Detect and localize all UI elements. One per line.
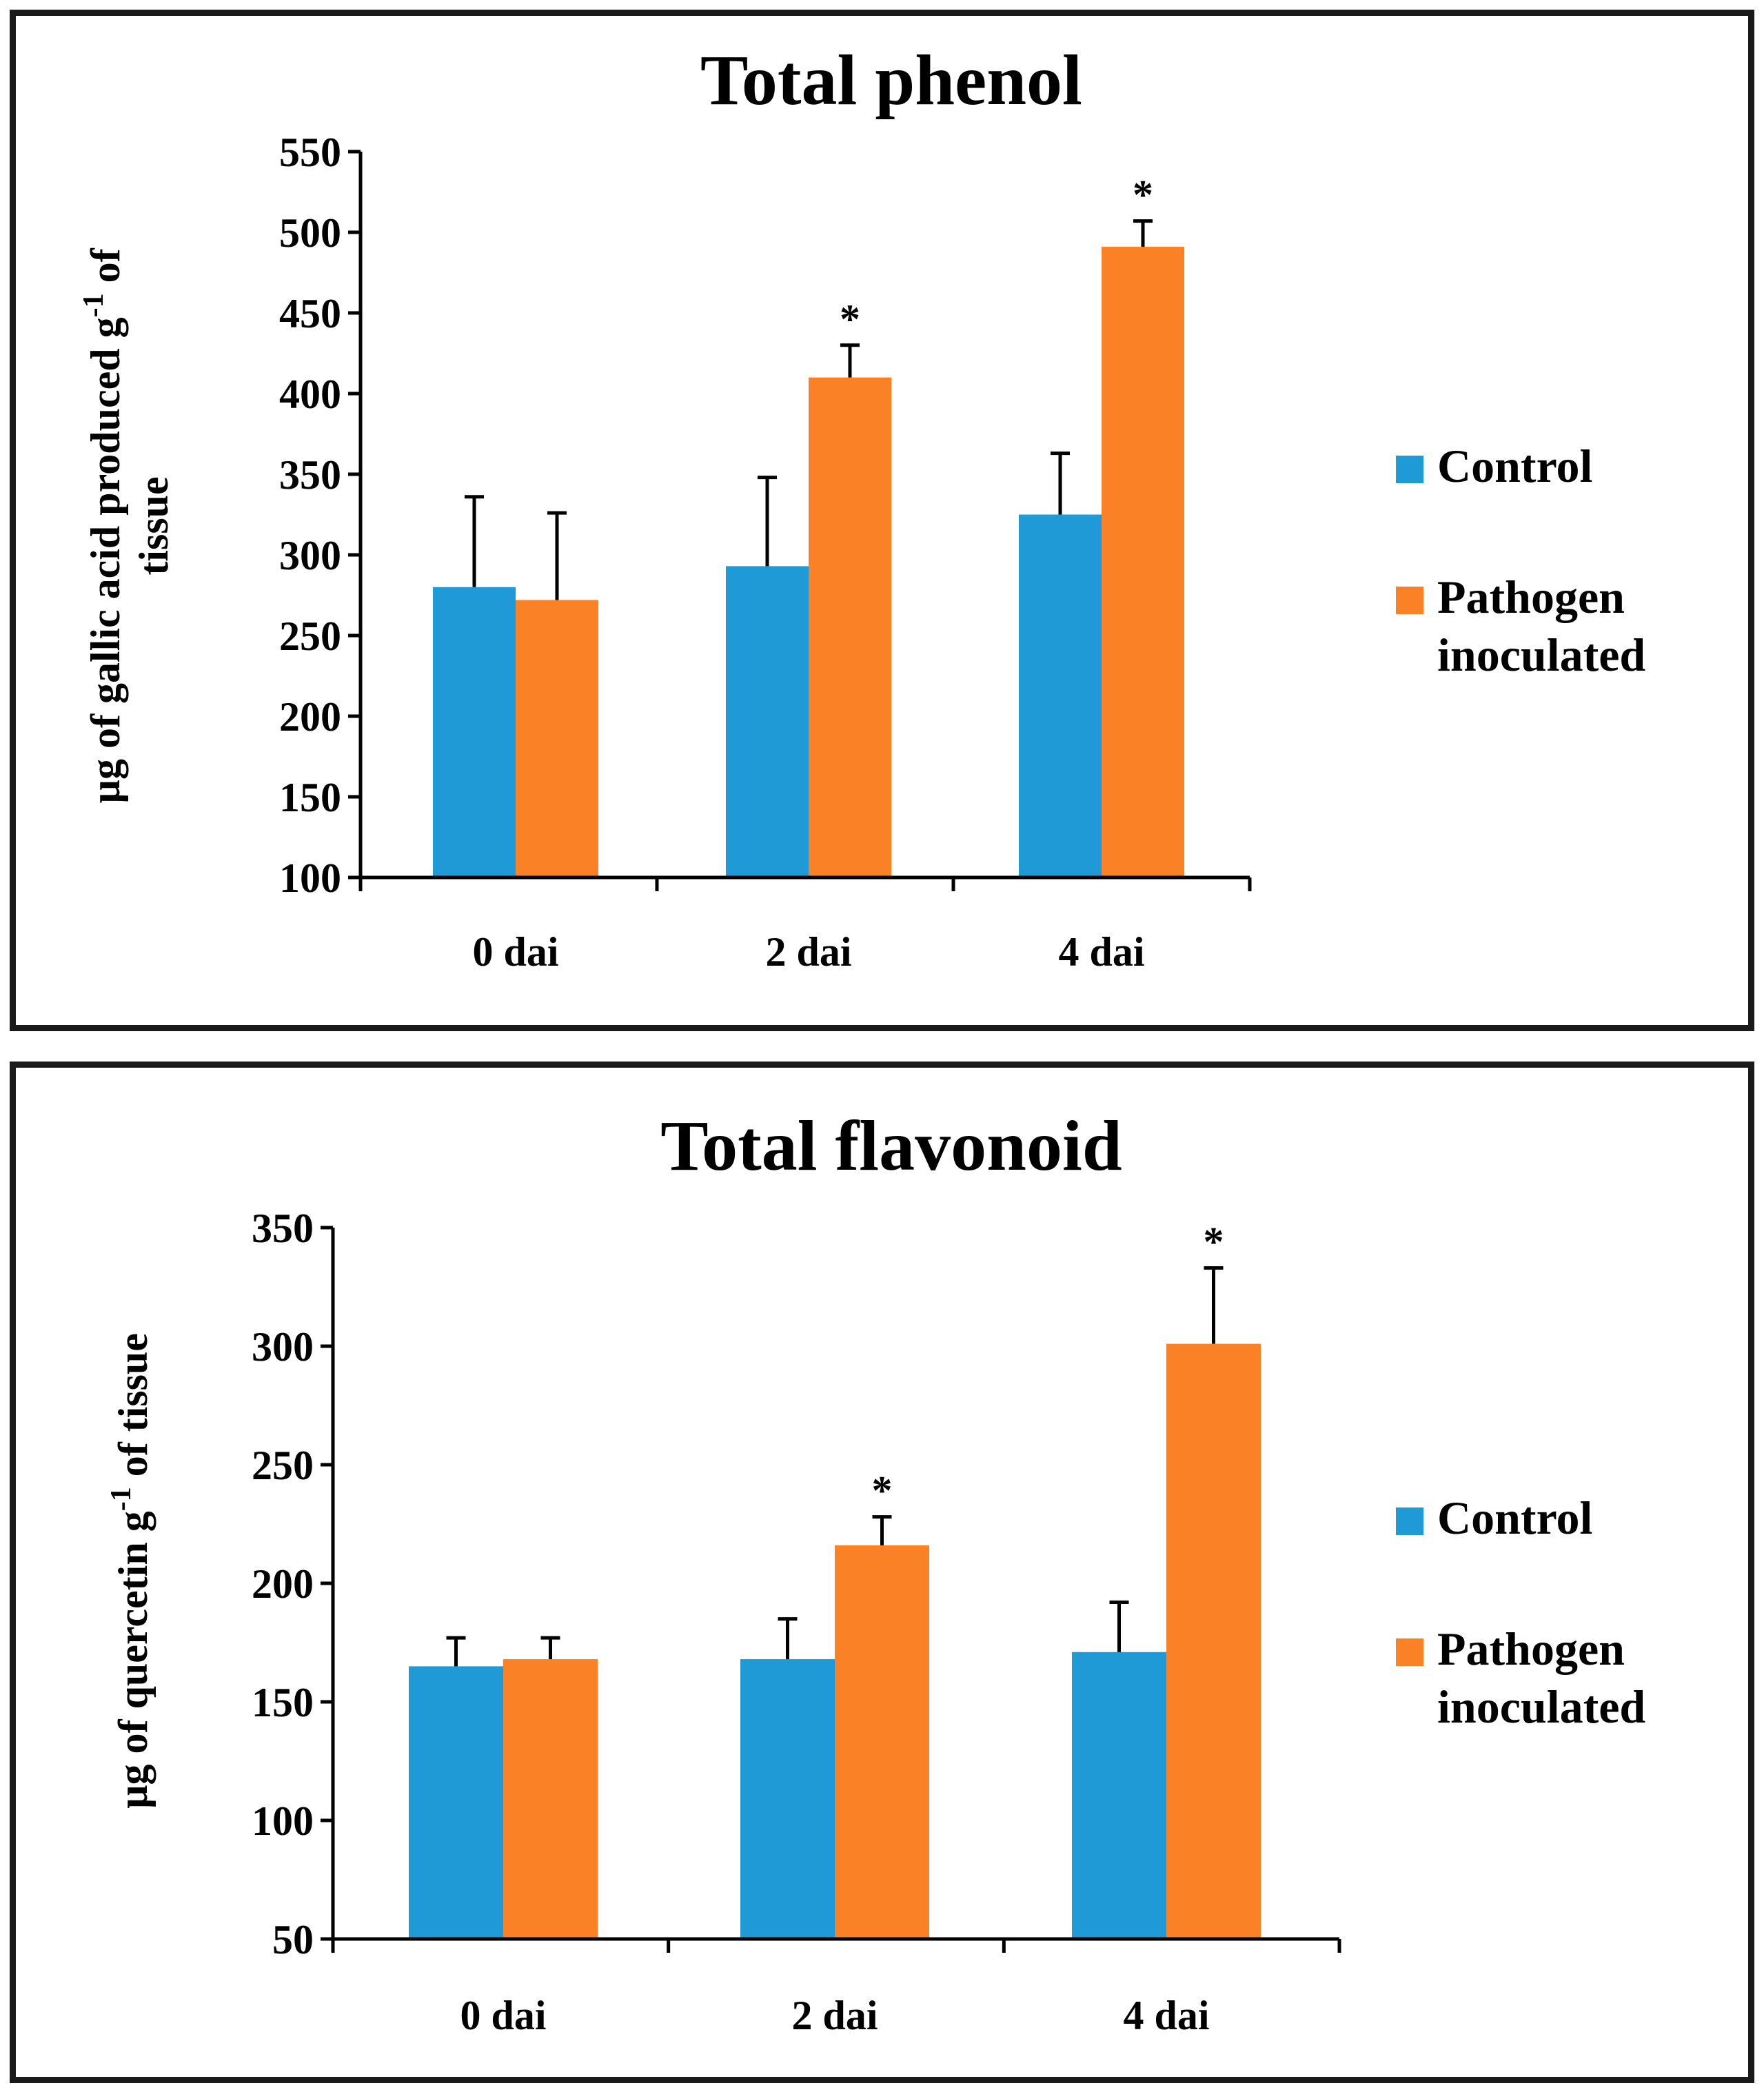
plot-area: 0 dai * 2 dai * 4 dai 100 150 200 250 300 350 400 45… [279, 130, 1252, 975]
y-axis-label: µg of quercetin g-1 of tissue [105, 1333, 156, 1809]
bar-pathogen-2 [1102, 247, 1184, 877]
plot-area: 0 dai * 2 dai * 4 dai 50 100 150 200 250 300 350 [252, 1206, 1341, 2038]
bar-pathogen-2 [1166, 1343, 1261, 1939]
y-tick-label: 450 [279, 291, 341, 336]
x-tick-label: 0 dai [472, 929, 558, 975]
y-tick-label: 250 [252, 1443, 314, 1488]
x-tick-label: 2 dai [765, 929, 851, 975]
legend: Control Pathogen inoculated [1396, 440, 1645, 681]
bar-control-0 [433, 587, 516, 877]
bar-pathogen-0 [503, 1659, 598, 1939]
legend-label-control: Control [1437, 1492, 1592, 1544]
x-tick-label: 4 dai [1123, 1993, 1209, 2038]
y-tick-label: 100 [252, 1798, 314, 1844]
legend: Control Pathogen inoculated [1396, 1492, 1645, 1733]
y-tick-label: 200 [252, 1561, 314, 1607]
total-flavonoid-chart: Total flavonoid µg of quercetin g-1 of t… [105, 1106, 1645, 2038]
legend-swatch-pathogen [1396, 1638, 1423, 1666]
y-tick-label: 50 [272, 1917, 314, 1962]
bar-pathogen-1 [809, 377, 891, 877]
y-tick-label: 150 [279, 775, 341, 820]
legend-label-pathogen-line2: inoculated [1437, 629, 1645, 681]
chart-title: Total flavonoid [660, 1106, 1122, 1186]
y-tick-label: 400 [279, 372, 341, 417]
x-tick-label: 2 dai [791, 1993, 878, 2038]
chart-panel-total-phenol: Total phenol µg of gallic acid produced … [10, 10, 1754, 1031]
total-phenol-chart: Total phenol µg of gallic acid produced … [78, 41, 1645, 975]
significance-mark: * [1133, 172, 1153, 218]
significance-mark: * [872, 1468, 893, 1514]
legend-label-pathogen-line1: Pathogen [1437, 571, 1625, 623]
bar-control-1 [726, 566, 809, 877]
bar-pathogen-0 [516, 600, 598, 877]
y-tick-label: 300 [279, 533, 341, 578]
legend-swatch-pathogen [1396, 587, 1423, 614]
y-axis-label: µg of gallic acid produced g-1 of tissue [78, 247, 176, 803]
y-tick-label: 300 [252, 1324, 314, 1370]
legend-label-control: Control [1437, 440, 1592, 492]
y-tick-label: 100 [279, 855, 341, 901]
y-tick-label: 150 [252, 1680, 314, 1725]
legend-label-pathogen-line1: Pathogen [1437, 1623, 1625, 1675]
y-tick-label: 350 [279, 452, 341, 498]
bar-control-2 [1072, 1652, 1166, 1939]
legend-label-pathogen-line2: inoculated [1437, 1680, 1645, 1733]
svg-text:µg of quercetin g-1 of tissue: µg of quercetin g-1 of tissue [105, 1333, 156, 1809]
bar-control-2 [1019, 514, 1102, 877]
svg-text:tissue: tissue [131, 476, 176, 575]
y-tick-label: 250 [279, 613, 341, 659]
y-tick-label: 350 [252, 1206, 314, 1251]
legend-swatch-control [1396, 456, 1423, 483]
bar-control-0 [409, 1666, 503, 1939]
significance-mark: * [1204, 1219, 1224, 1264]
x-tick-label: 0 dai [460, 1993, 546, 2038]
bar-control-1 [740, 1659, 835, 1939]
chart-panel-total-flavonoid: Total flavonoid µg of quercetin g-1 of t… [10, 1062, 1754, 2083]
y-tick-label: 550 [279, 130, 341, 175]
legend-swatch-control [1396, 1507, 1423, 1535]
bar-pathogen-1 [835, 1545, 929, 1939]
svg-text:µg of gallic acid produced g-1: µg of gallic acid produced g-1 of [78, 247, 128, 803]
y-tick-label: 200 [279, 694, 341, 740]
y-tick-label: 500 [279, 210, 341, 256]
chart-title: Total phenol [700, 41, 1082, 120]
significance-mark: * [840, 296, 860, 342]
x-tick-label: 4 dai [1058, 929, 1144, 975]
